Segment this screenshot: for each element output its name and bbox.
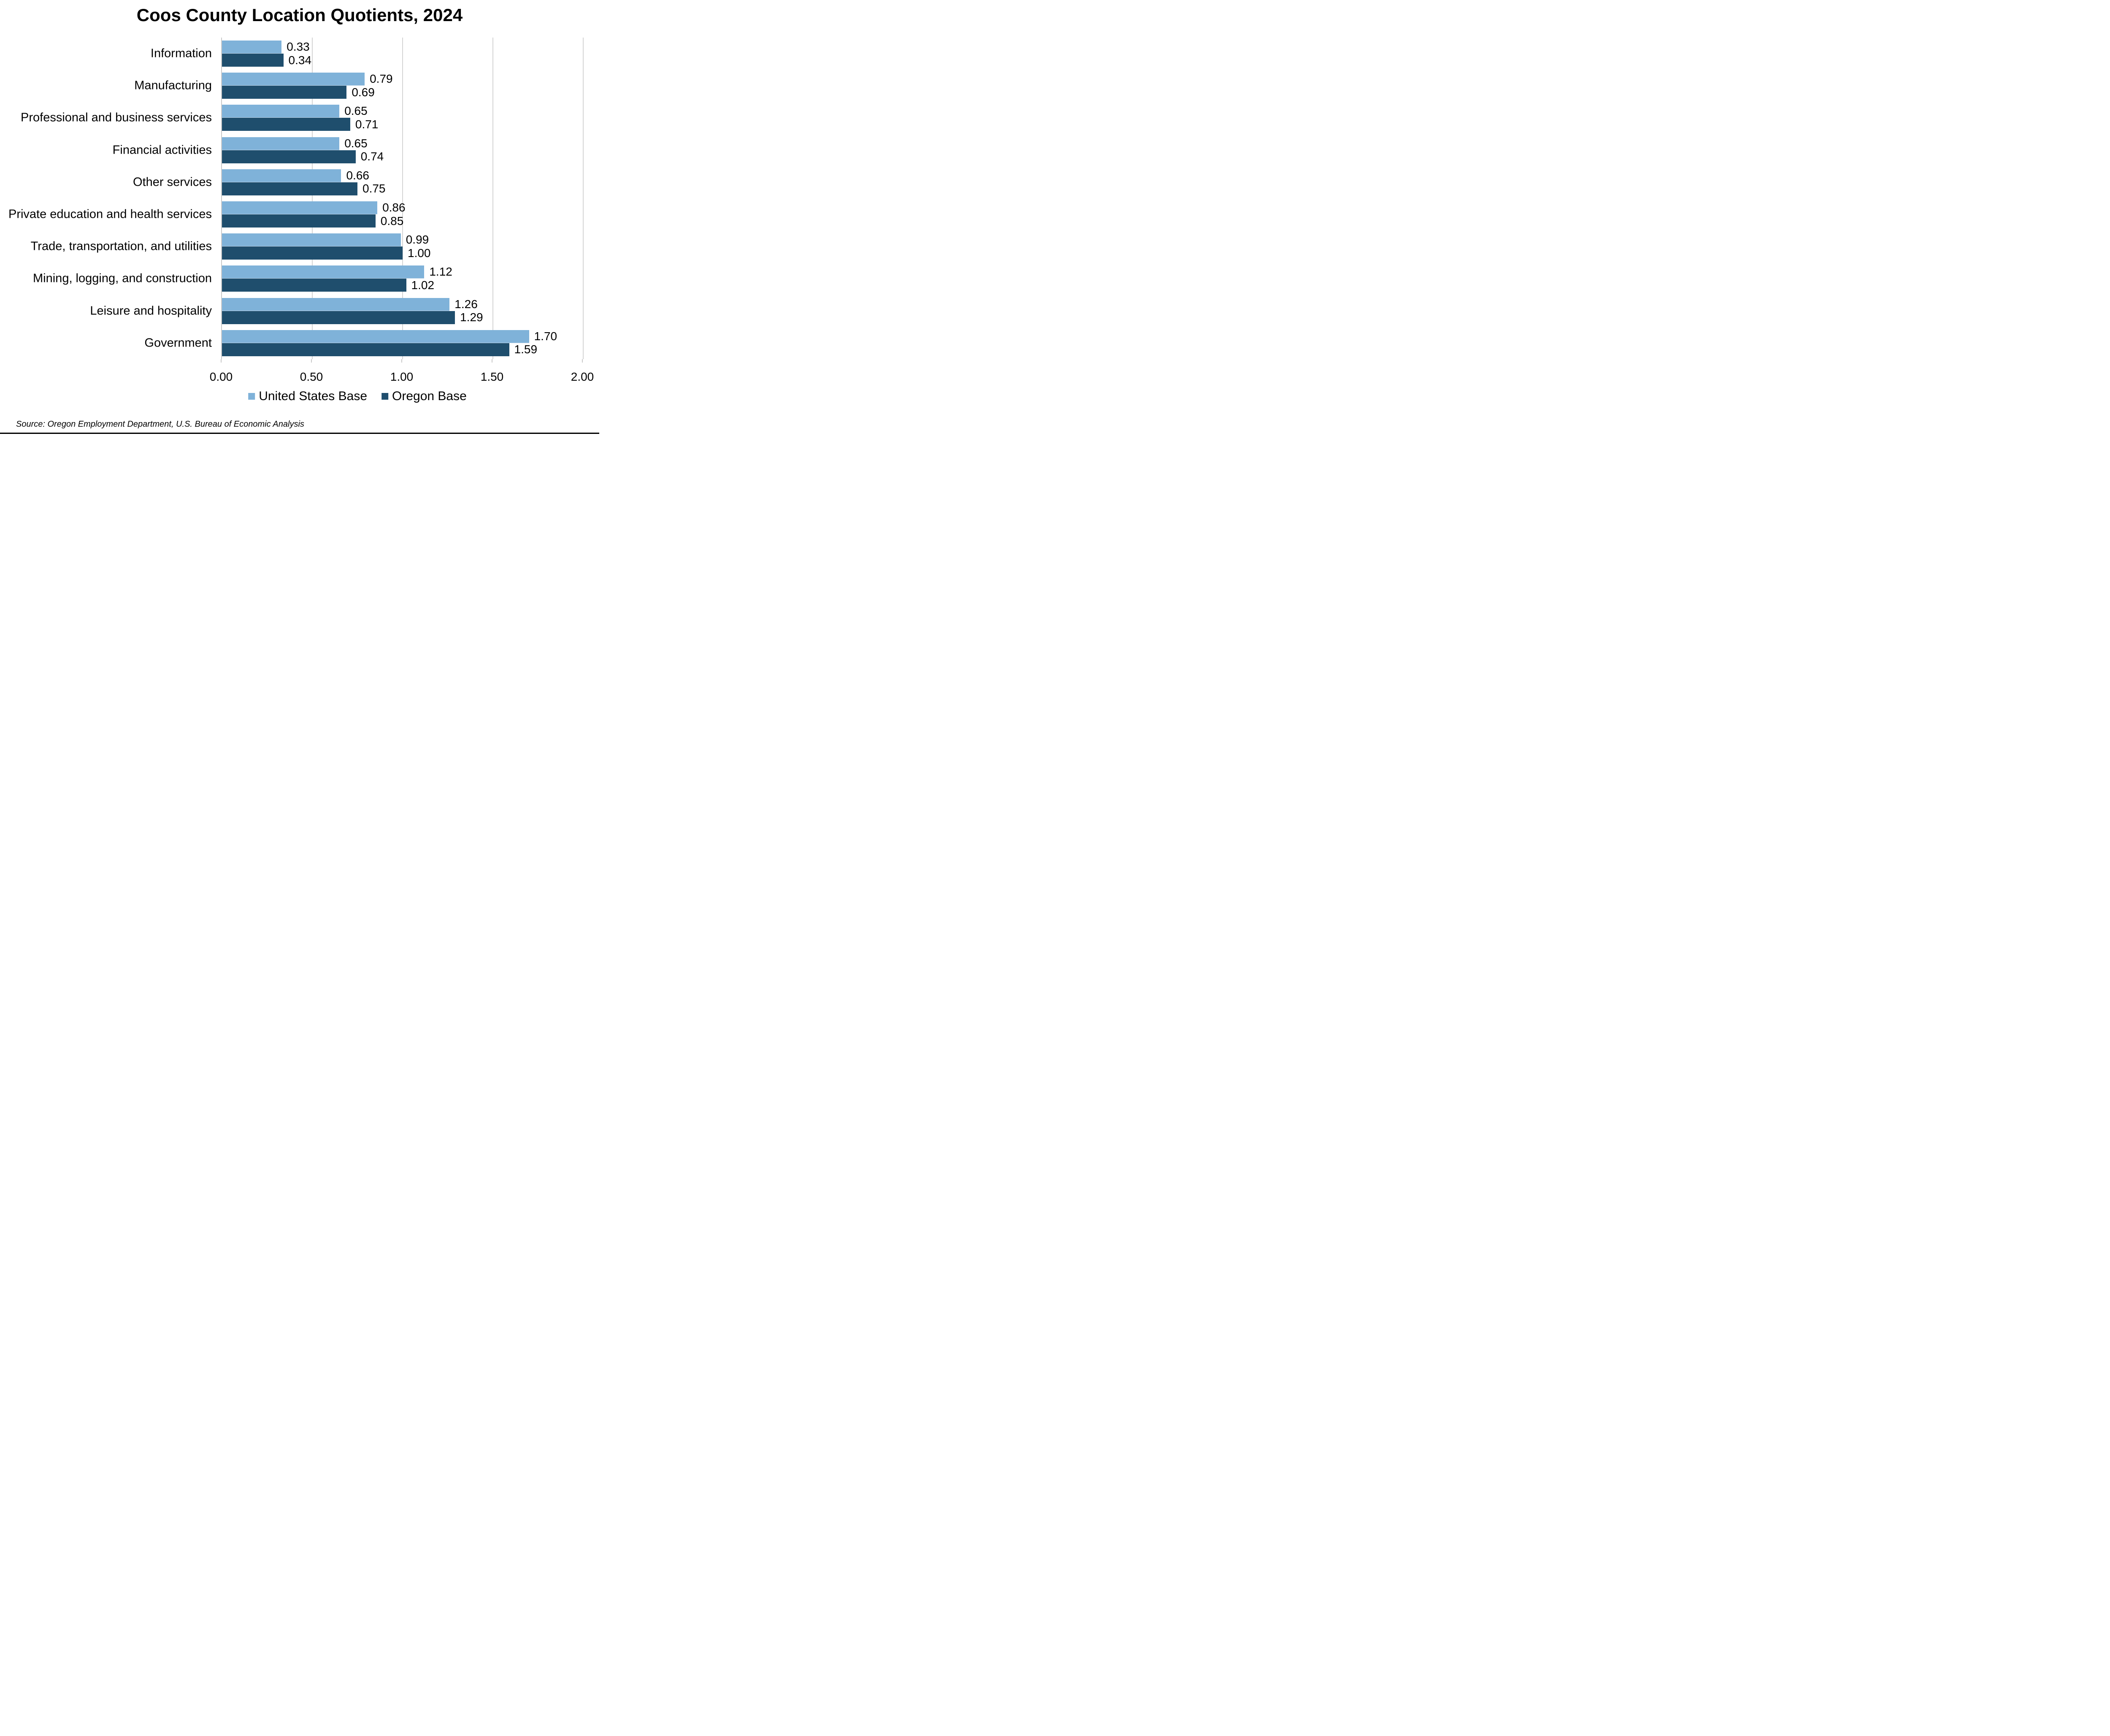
- bar-oregon-base: 1.59: [222, 343, 537, 356]
- chart-title: Coos County Location Quotients, 2024: [136, 5, 463, 25]
- bar-oregon-base: 1.29: [222, 311, 483, 324]
- bar-united-states-base: 0.65: [222, 137, 368, 150]
- bar-row: Mining, logging, and construction 1.12 1.0…: [33, 263, 583, 295]
- value-label: 0.69: [352, 85, 375, 99]
- bar-united-states-base: 1.12: [222, 265, 452, 279]
- bar-row: Leisure and hospitality 1.26 1.29: [90, 295, 583, 327]
- source-note: Source: Oregon Employment Department, U.…: [16, 420, 304, 429]
- value-label: 1.12: [429, 265, 452, 279]
- bar-row: Government 1.70 1.59: [144, 327, 583, 359]
- axis-tick-label: 2.00: [571, 370, 594, 383]
- bar-oregon-base: 0.85: [222, 214, 403, 228]
- bar-oregon-base: 1.00: [222, 246, 431, 260]
- bar-oregon-base: 0.75: [222, 182, 386, 195]
- legend-label-oregon-base: Oregon Base: [392, 389, 467, 403]
- bar-united-states-base: 0.99: [222, 233, 429, 247]
- value-label: 1.00: [408, 246, 431, 260]
- axis-tick-label: 1.50: [480, 370, 504, 383]
- category-label: Other services: [133, 175, 212, 189]
- plot-area: Information 0.33 0.34 Manufacturing 0.79 0.69…: [8, 38, 584, 359]
- axis-tick: [582, 359, 583, 363]
- category-label: Trade, transportation, and utilities: [30, 239, 212, 253]
- bar-oregon-base: 0.69: [222, 86, 375, 99]
- axis-tick: [401, 359, 402, 363]
- bar-united-states-base: 0.86: [222, 201, 406, 215]
- bar-row: Other services 0.66 0.75: [133, 166, 583, 198]
- bar-oregon-base: 0.74: [222, 150, 384, 163]
- value-label: 1.02: [411, 278, 435, 292]
- gridline: [583, 38, 584, 359]
- legend-swatch-oregon-base: [381, 393, 389, 400]
- bar-united-states-base: 0.33: [222, 40, 310, 54]
- legend: United States Base Oregon Base: [248, 389, 467, 404]
- legend-item-oregon-base: Oregon Base: [381, 389, 467, 404]
- value-label: 0.99: [406, 233, 429, 246]
- value-label: 0.74: [360, 150, 384, 163]
- bar-row: Information 0.33 0.34: [151, 38, 583, 70]
- category-label: Mining, logging, and construction: [33, 271, 212, 285]
- bar-row: Manufacturing 0.79 0.69: [134, 70, 583, 102]
- gridline: [492, 38, 493, 359]
- legend-item-united-states-base: United States Base: [248, 389, 367, 404]
- category-label: Manufacturing: [134, 79, 212, 92]
- bar-oregon-base: 1.02: [222, 279, 434, 292]
- category-label: Information: [150, 46, 212, 60]
- value-label: 0.65: [344, 136, 368, 150]
- bar-united-states-base: 1.70: [222, 330, 557, 343]
- value-label: 1.26: [454, 297, 478, 311]
- bar-united-states-base: 0.65: [222, 104, 368, 118]
- bar-united-states-base: 0.66: [222, 169, 369, 182]
- chart-container: Coos County Location Quotients, 2024 Inf…: [0, 0, 599, 434]
- axis-tick-label: 0.00: [209, 370, 233, 383]
- bar-row: Professional and business services 0.65 0.…: [21, 102, 583, 134]
- gridline: [312, 38, 313, 359]
- bar-united-states-base: 1.26: [222, 298, 478, 311]
- x-axis: 0.00 0.50 1.00 1.50 2.00: [210, 359, 594, 389]
- bar-united-states-base: 0.79: [222, 72, 393, 86]
- axis-tick-label: 0.50: [300, 370, 323, 383]
- bar-oregon-base: 0.71: [222, 118, 378, 131]
- category-label: Professional and business services: [21, 111, 212, 125]
- value-label: 0.65: [344, 104, 368, 118]
- bar-row: Financial activities 0.65 0.74: [113, 134, 583, 166]
- value-label: 1.59: [514, 343, 538, 356]
- value-label: 0.75: [362, 182, 386, 195]
- value-label: 0.86: [382, 201, 406, 214]
- value-label: 0.71: [355, 117, 379, 131]
- value-label: 0.79: [370, 72, 393, 86]
- value-label: 0.85: [380, 214, 404, 227]
- value-label: 0.34: [288, 53, 312, 67]
- value-label: 0.33: [287, 40, 310, 54]
- bar-oregon-base: 0.34: [222, 54, 311, 67]
- gridline: [402, 38, 403, 359]
- value-label: 0.66: [346, 168, 369, 182]
- axis-tick: [221, 359, 222, 363]
- legend-swatch-united-states-base: [248, 393, 255, 400]
- bottom-border: [0, 433, 599, 434]
- bar-row: Private education and health services 0.8…: [8, 198, 583, 230]
- category-label: Government: [144, 336, 212, 350]
- category-label: Financial activities: [112, 143, 212, 157]
- value-label: 1.29: [460, 311, 483, 324]
- category-label: Leisure and hospitality: [90, 304, 212, 318]
- axis-tick: [311, 359, 312, 363]
- value-label: 1.70: [534, 329, 557, 343]
- category-label: Private education and health services: [8, 207, 212, 221]
- bar-row: Trade, transportation, and utilities 0.99…: [31, 230, 583, 263]
- axis-tick-label: 1.00: [390, 370, 414, 383]
- legend-label-united-states-base: United States Base: [259, 389, 368, 403]
